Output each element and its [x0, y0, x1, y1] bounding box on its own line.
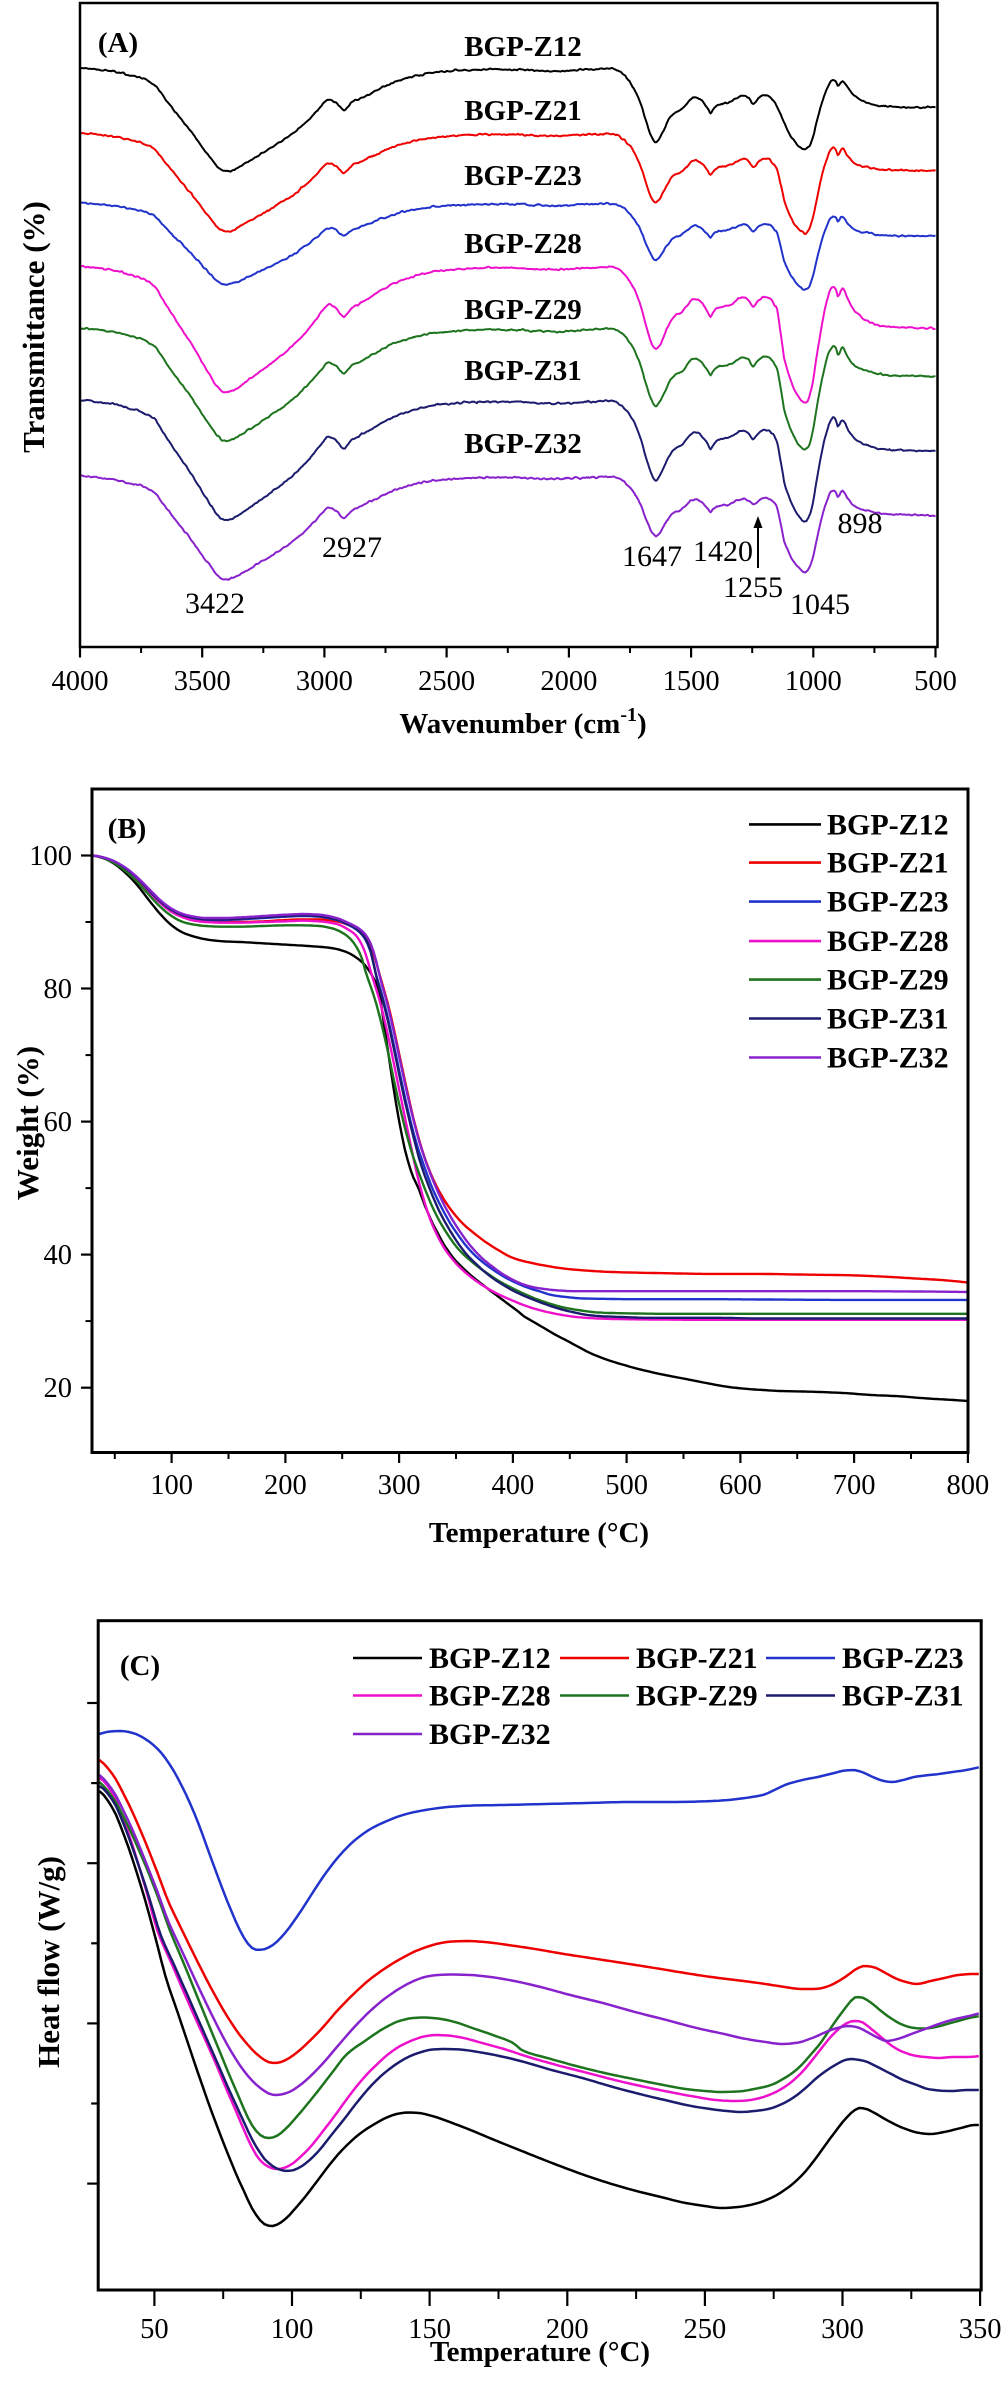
- svg-text:250: 250: [684, 2314, 727, 2345]
- svg-text:40: 40: [44, 1240, 73, 1271]
- svg-text:1420: 1420: [693, 535, 753, 568]
- svg-text:BGP-Z31: BGP-Z31: [827, 1003, 949, 1036]
- svg-text:BGP-Z23: BGP-Z23: [842, 1642, 964, 1675]
- svg-text:400: 400: [492, 1470, 535, 1501]
- svg-text:BGP-Z23: BGP-Z23: [464, 160, 582, 192]
- svg-text:BGP-Z29: BGP-Z29: [636, 1680, 758, 1713]
- svg-text:(B): (B): [108, 813, 147, 845]
- svg-text:1500: 1500: [663, 666, 720, 697]
- svg-text:BGP-Z32: BGP-Z32: [429, 1718, 551, 1751]
- svg-text:(A): (A): [98, 27, 138, 59]
- svg-text:BGP-Z21: BGP-Z21: [636, 1642, 758, 1675]
- svg-text:BGP-Z32: BGP-Z32: [464, 428, 582, 460]
- svg-text:100: 100: [29, 841, 72, 872]
- svg-text:200: 200: [264, 1470, 307, 1501]
- svg-text:BGP-Z21: BGP-Z21: [827, 847, 949, 880]
- svg-text:800: 800: [947, 1470, 990, 1501]
- svg-text:BGP-Z12: BGP-Z12: [464, 31, 582, 63]
- svg-text:100: 100: [271, 2314, 314, 2345]
- svg-text:300: 300: [821, 2314, 864, 2345]
- svg-text:BGP-Z29: BGP-Z29: [827, 964, 949, 997]
- svg-text:200: 200: [546, 2314, 589, 2345]
- svg-text:BGP-Z31: BGP-Z31: [464, 355, 582, 387]
- svg-text:300: 300: [378, 1470, 421, 1501]
- svg-text:3422: 3422: [185, 587, 245, 620]
- svg-text:2000: 2000: [540, 666, 597, 697]
- svg-text:Weight (%): Weight (%): [10, 1046, 45, 1200]
- svg-text:1045: 1045: [790, 588, 850, 621]
- svg-text:BGP-Z12: BGP-Z12: [827, 808, 949, 841]
- svg-text:Wavenumber (cm-1): Wavenumber (cm-1): [399, 704, 646, 740]
- svg-text:BGP-Z28: BGP-Z28: [827, 925, 949, 958]
- svg-text:Temperature (°C): Temperature (°C): [430, 2336, 650, 2368]
- svg-text:1000: 1000: [785, 666, 842, 697]
- svg-text:BGP-Z21: BGP-Z21: [464, 95, 582, 127]
- svg-text:BGP-Z23: BGP-Z23: [827, 886, 949, 919]
- svg-text:350: 350: [959, 2314, 1002, 2345]
- svg-text:100: 100: [150, 1470, 193, 1501]
- svg-text:500: 500: [914, 666, 957, 697]
- svg-text:898: 898: [838, 507, 883, 540]
- svg-text:(C): (C): [120, 1650, 160, 1682]
- svg-text:150: 150: [408, 2314, 451, 2345]
- svg-text:2927: 2927: [322, 531, 382, 564]
- svg-text:Heat flow (W/g): Heat flow (W/g): [31, 1856, 66, 2068]
- svg-text:3500: 3500: [174, 666, 231, 697]
- svg-text:20: 20: [44, 1373, 73, 1404]
- svg-text:1255: 1255: [723, 571, 783, 604]
- svg-text:Temperature (°C): Temperature (°C): [429, 1517, 649, 1549]
- svg-text:BGP-Z28: BGP-Z28: [429, 1680, 551, 1713]
- svg-text:500: 500: [605, 1470, 648, 1501]
- svg-text:BGP-Z31: BGP-Z31: [842, 1680, 964, 1713]
- svg-text:BGP-Z28: BGP-Z28: [464, 228, 582, 260]
- svg-text:600: 600: [719, 1470, 762, 1501]
- svg-text:50: 50: [140, 2314, 169, 2345]
- svg-text:BGP-Z12: BGP-Z12: [429, 1642, 551, 1675]
- svg-text:4000: 4000: [52, 666, 109, 697]
- svg-text:700: 700: [833, 1470, 876, 1501]
- svg-text:60: 60: [44, 1107, 73, 1138]
- svg-text:3000: 3000: [296, 666, 353, 697]
- svg-text:Transmittance (%): Transmittance (%): [16, 201, 51, 453]
- svg-text:1647: 1647: [622, 540, 682, 573]
- svg-text:2500: 2500: [418, 666, 475, 697]
- svg-text:BGP-Z29: BGP-Z29: [464, 294, 582, 326]
- svg-text:80: 80: [44, 974, 73, 1005]
- svg-text:BGP-Z32: BGP-Z32: [827, 1042, 949, 1075]
